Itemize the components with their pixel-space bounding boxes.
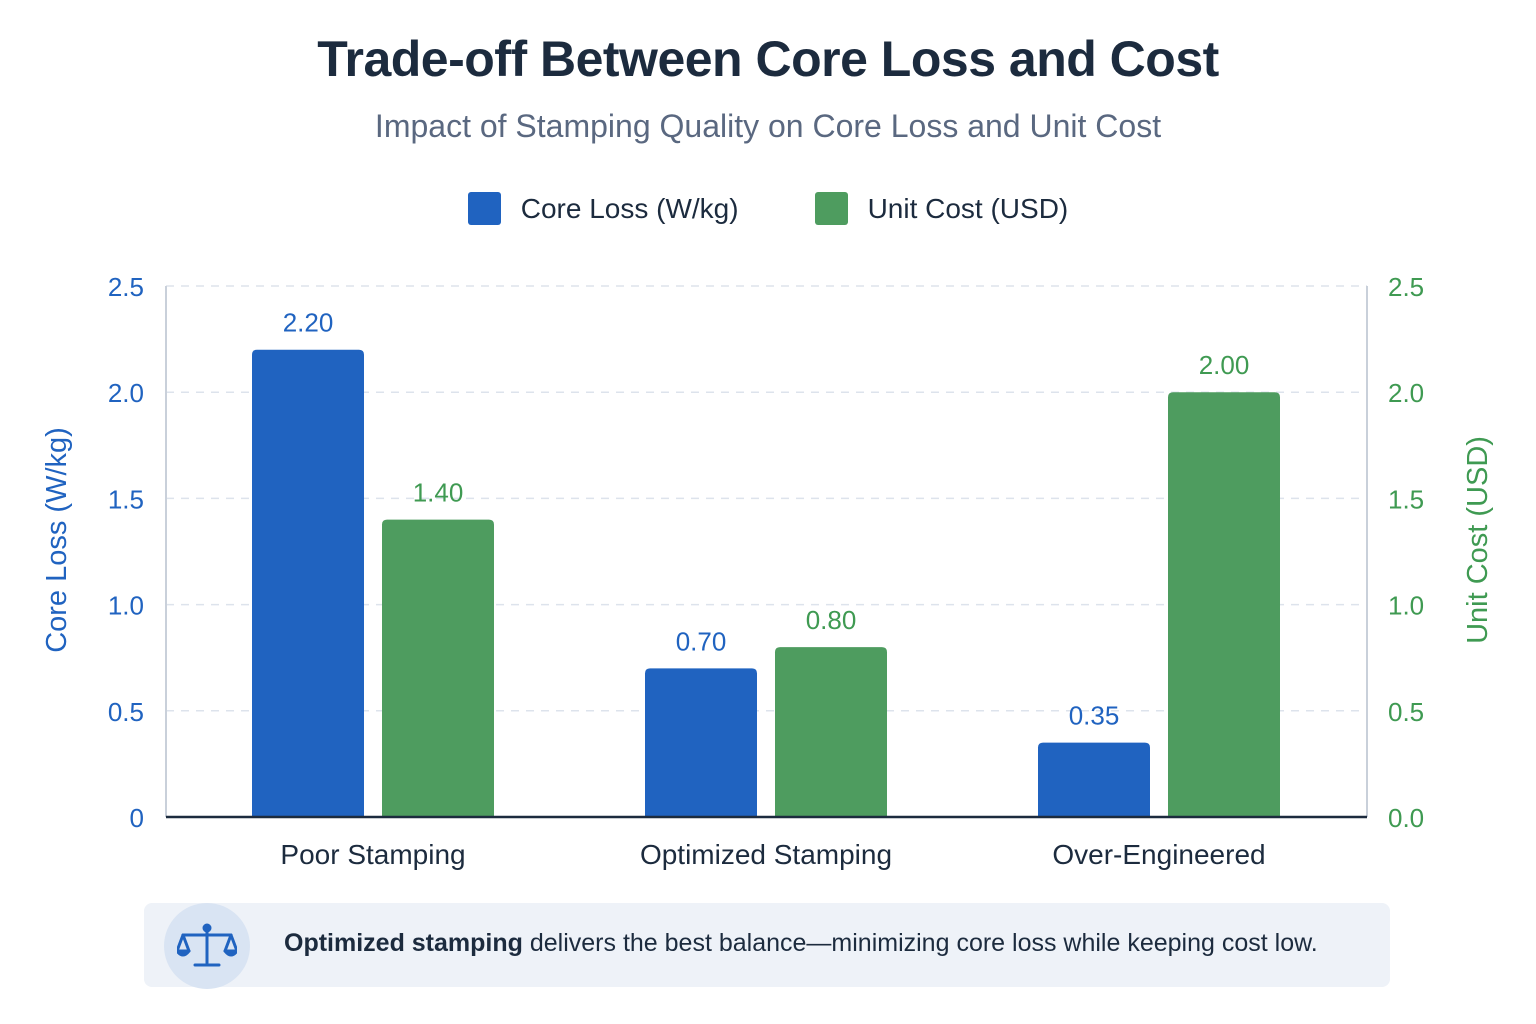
left-tick-label: 1.0 — [108, 591, 144, 621]
chart-title: Trade-off Between Core Loss and Cost — [317, 31, 1219, 87]
y2-axis-title: Unit Cost (USD) — [1462, 436, 1494, 644]
left-tick-label: 2.5 — [108, 272, 144, 302]
right-tick-label: 2.0 — [1388, 378, 1424, 408]
legend-label-core-loss: Core Loss (W/kg) — [520, 192, 739, 224]
chart-subtitle: Impact of Stamping Quality on Core Loss … — [374, 108, 1162, 144]
bar-core-loss — [645, 668, 757, 817]
right-tick-label: 2.5 — [1388, 272, 1424, 302]
right-tick-label: 0.0 — [1388, 803, 1424, 833]
callout-body-text: delivers the best balance—minimizing cor… — [522, 929, 1318, 957]
legend-label-unit-cost: Unit Cost (USD) — [867, 192, 1069, 224]
callout-bold-text: Optimized stamping — [284, 929, 523, 957]
legend: Core Loss (W/kg) Unit Cost (USD) — [0, 192, 1536, 225]
legend-item-unit-cost: Unit Cost (USD) — [814, 192, 1069, 225]
x-tick-label: Poor Stamping — [280, 839, 465, 870]
bar-chart: 0 0.5 1.0 1.5 2.0 2.5 0.0 0.5 1.0 1.5 2.0 2.5 Core L… — [41, 272, 1494, 870]
data-label-core-loss: 0.70 — [676, 626, 727, 656]
right-tick-label: 1.5 — [1388, 484, 1424, 514]
callout-text: Optimized stamping delivers the best bal… — [284, 929, 1318, 958]
right-tick-label: 0.5 — [1388, 697, 1424, 727]
bar-unit-cost — [775, 647, 887, 817]
right-tick-label: 1.0 — [1388, 591, 1424, 621]
bar-unit-cost — [382, 519, 494, 817]
left-tick-label: 0 — [130, 803, 144, 833]
legend-swatch-unit-cost — [814, 192, 848, 225]
bar-core-loss — [1038, 742, 1150, 817]
left-tick-label: 1.5 — [108, 484, 144, 514]
x-tick-label: Optimized Stamping — [640, 839, 892, 870]
x-tick-label: Over-Engineered — [1052, 839, 1265, 870]
bar-core-loss — [252, 349, 364, 817]
bar-unit-cost — [1168, 392, 1280, 817]
data-label-unit-cost: 2.00 — [1199, 350, 1250, 380]
left-tick-label: 2.0 — [108, 378, 144, 408]
data-label-unit-cost: 0.80 — [806, 605, 857, 635]
data-label-unit-cost: 1.40 — [413, 478, 464, 508]
insight-callout: Optimized stamping delivers the best bal… — [144, 903, 1390, 989]
legend-item-core-loss: Core Loss (W/kg) — [467, 192, 739, 225]
balance-scale-icon — [164, 903, 250, 989]
legend-swatch-core-loss — [467, 192, 501, 225]
left-tick-label: 0.5 — [108, 697, 144, 727]
data-label-core-loss: 0.35 — [1069, 701, 1120, 731]
data-label-core-loss: 2.20 — [283, 308, 334, 338]
y-axis-title: Core Loss (W/kg) — [41, 427, 73, 653]
